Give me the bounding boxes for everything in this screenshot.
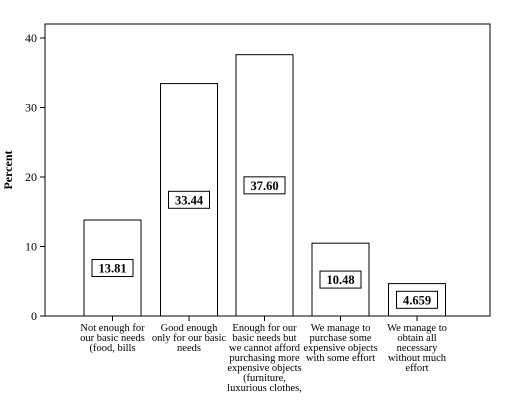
data-label-box [168, 190, 210, 209]
data-label: 33.44 [175, 193, 204, 207]
x-tick-label: We manage to obtain all necessary without m… [387, 323, 447, 374]
y-tick-label: 30 [25, 101, 37, 115]
y-tick-label: 20 [25, 170, 37, 184]
x-tick-label: We manage to purchase some expensive objec… [303, 323, 377, 364]
x-tick-label: Not enough for our basic needs (food, bill… [80, 323, 145, 354]
x-tick-label: Good enough only for our basic needs [152, 323, 227, 354]
y-tick-label: 10 [25, 240, 37, 254]
data-label-box [396, 290, 438, 309]
labels: 13.81 Not enough for our basic needs (food,… [80, 176, 447, 394]
data-label-box [319, 270, 362, 289]
data-label: 10.48 [326, 273, 354, 287]
data-label-box [91, 259, 134, 278]
data-label: 37.60 [250, 179, 278, 193]
x-tick-label: Enough for our basic needs but we cannot a… [227, 323, 302, 394]
y-tick-label: 40 [25, 31, 37, 45]
y-tick-label: 0 [31, 309, 37, 323]
data-label: 13.81 [98, 262, 126, 276]
y-axis-label: Percent [1, 150, 15, 189]
data-label-box [243, 176, 286, 195]
data-label: 4.659 [403, 293, 431, 307]
